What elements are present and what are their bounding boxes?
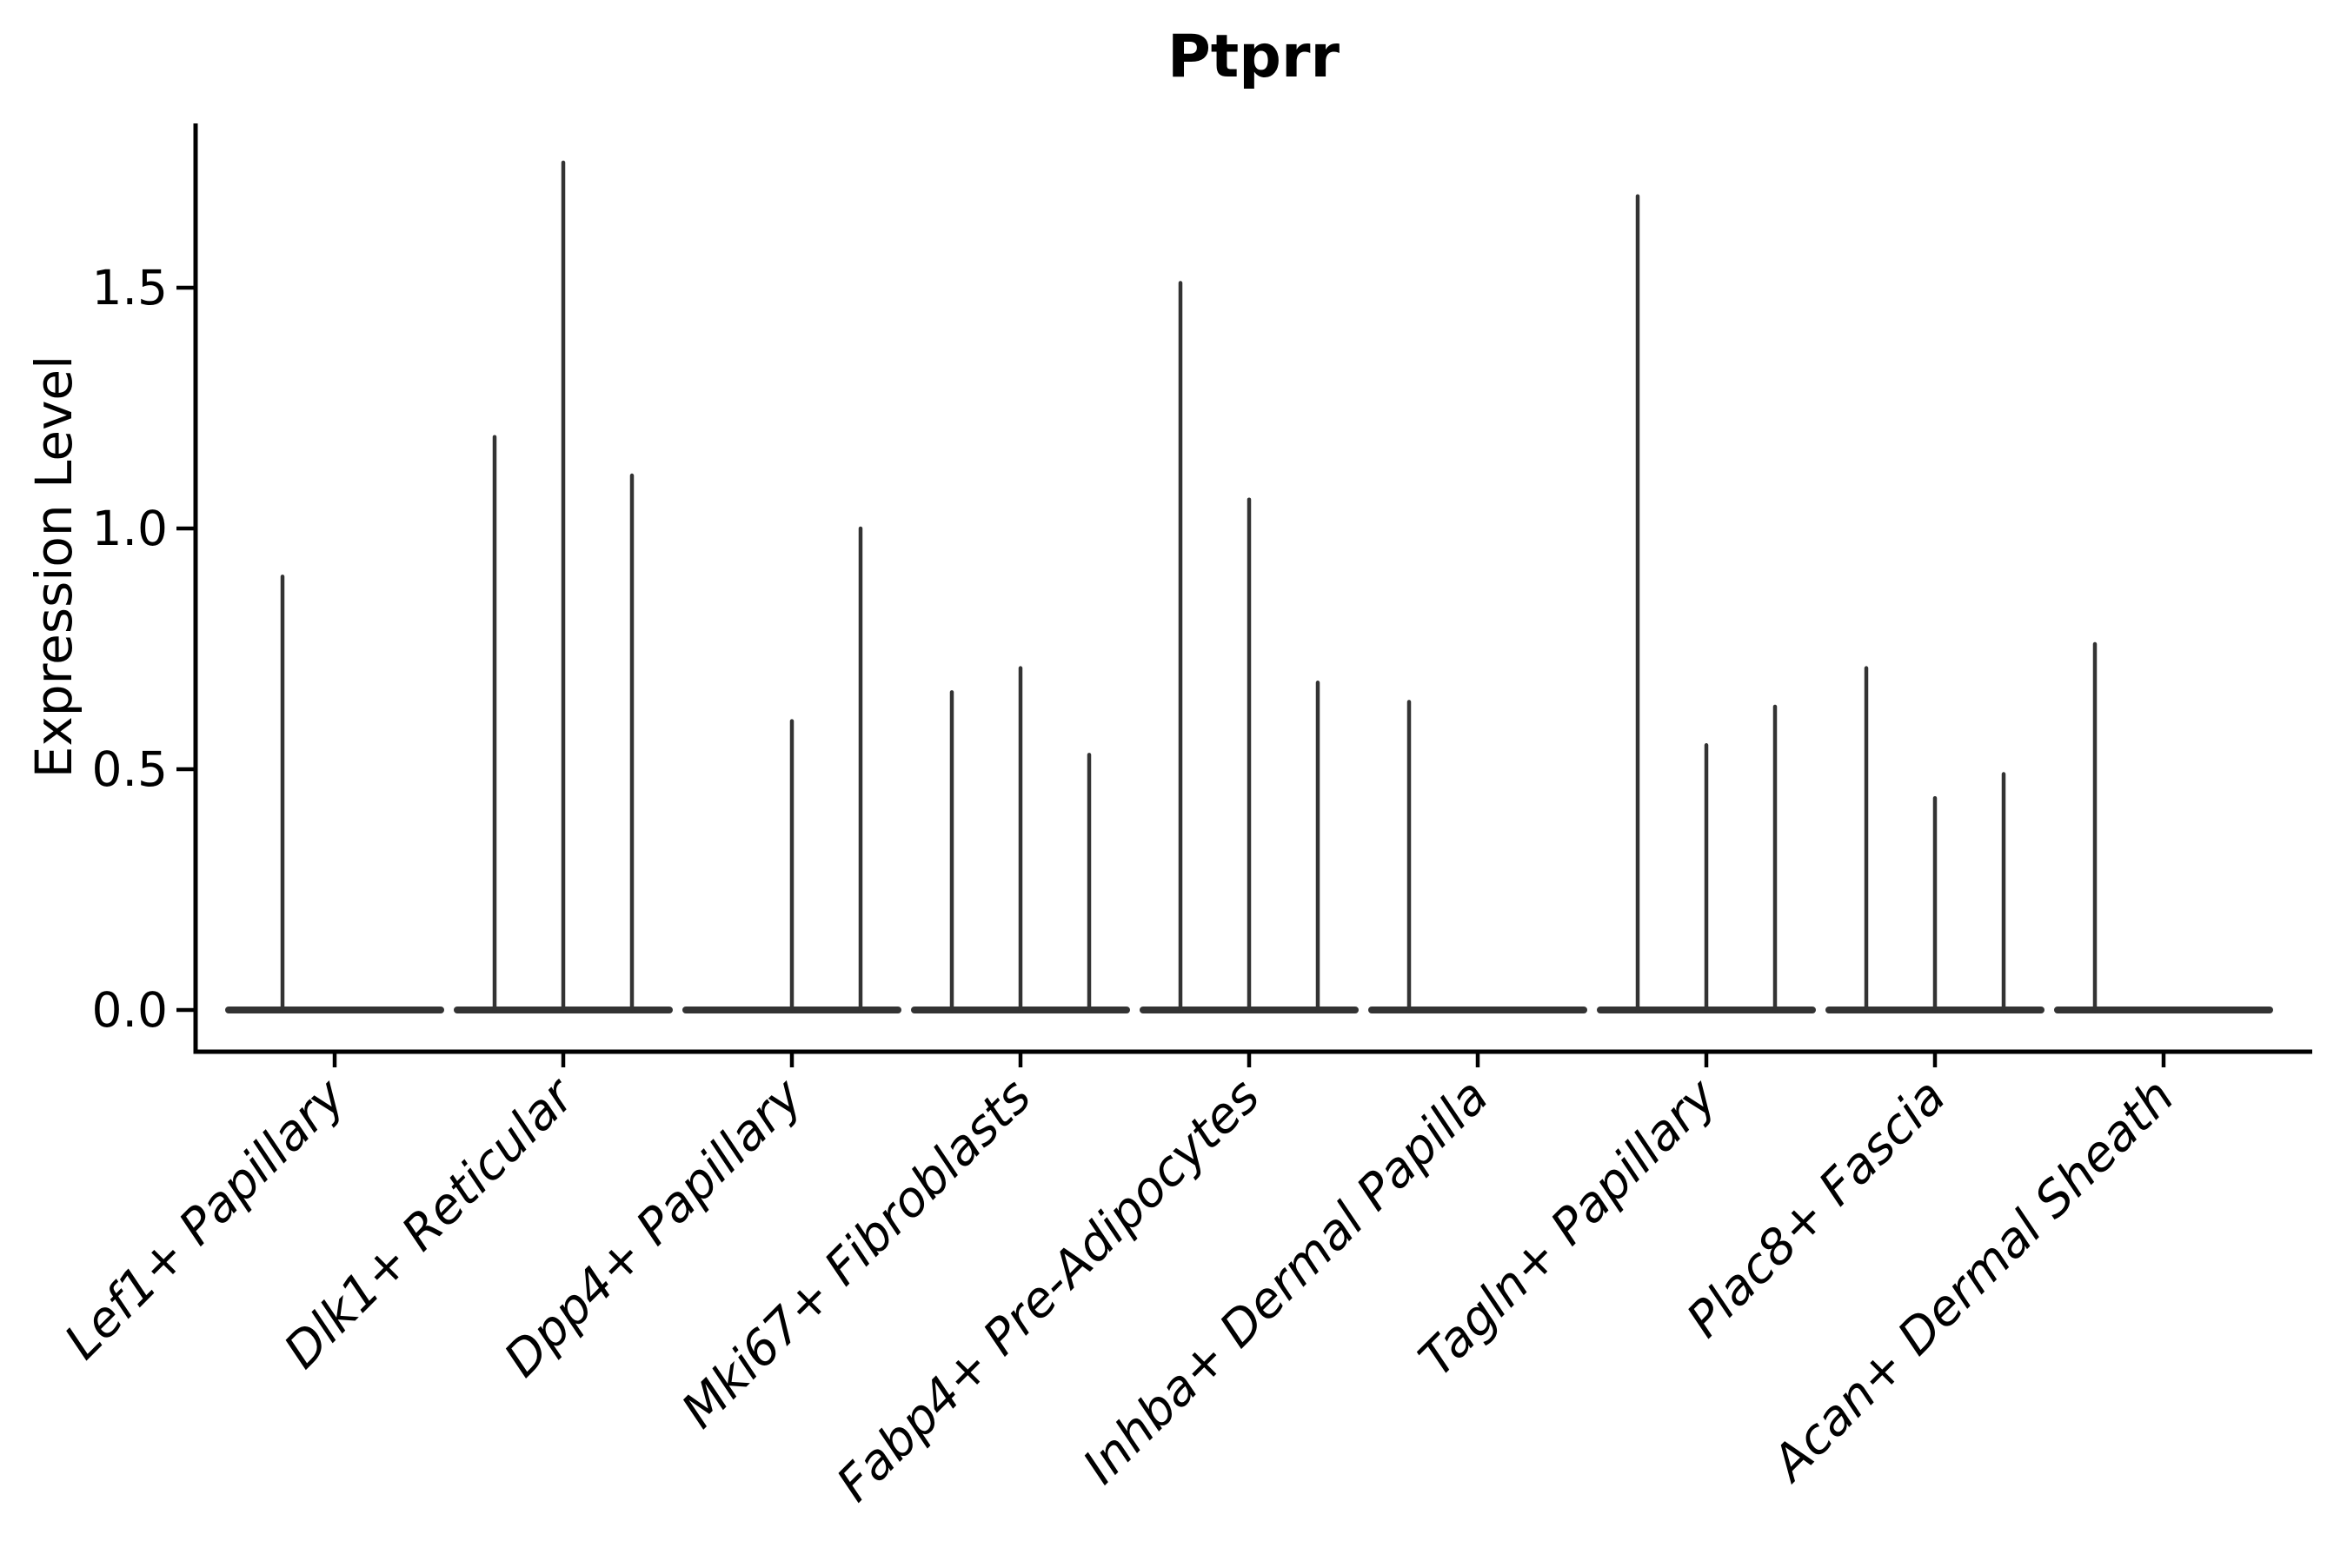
x-tick-label: Fabp4+ Pre-Adipocytes xyxy=(827,1068,1271,1512)
y-tick-label: 0.5 xyxy=(92,741,168,797)
y-tick-label: 1.5 xyxy=(92,260,168,316)
y-axis-label: Expression Level xyxy=(24,355,83,779)
x-tick-label: Inhba+ Dermal Papilla xyxy=(1073,1068,1499,1495)
y-tick-label: 0.0 xyxy=(92,982,168,1038)
axis-spines xyxy=(193,123,2312,1054)
x-tick-label: Acan+ Dermal Sheath xyxy=(1760,1068,2185,1493)
chart-title: Ptprr xyxy=(1167,23,1340,91)
y-tick-label: 1.0 xyxy=(92,501,168,556)
